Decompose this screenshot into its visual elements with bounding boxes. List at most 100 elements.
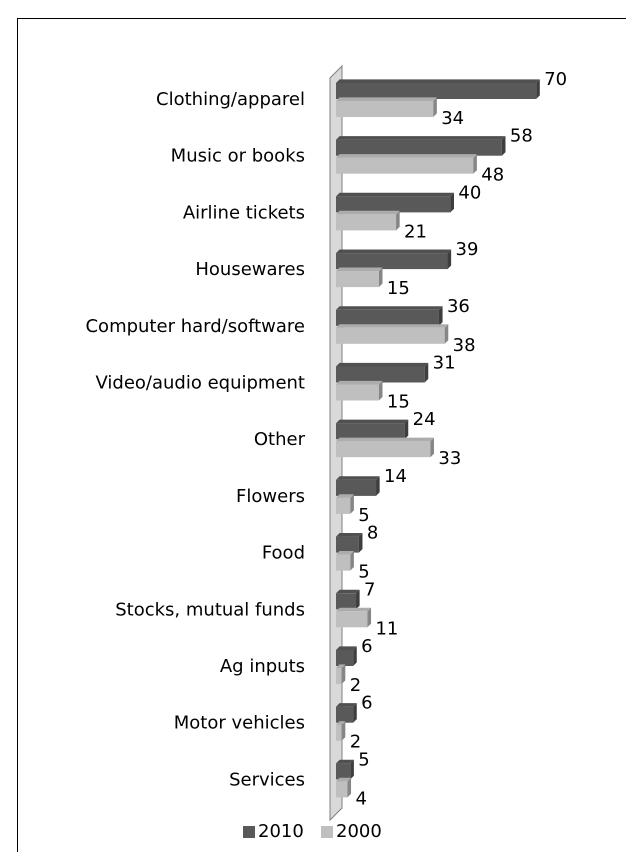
data-label: 2	[350, 675, 361, 696]
category-label: Music or books	[171, 146, 305, 167]
bar	[336, 724, 342, 741]
data-label: 38	[453, 335, 476, 356]
bar-side	[376, 476, 380, 496]
category-label: Services	[229, 769, 305, 790]
bar	[336, 101, 434, 117]
bar	[336, 479, 377, 496]
bar	[336, 441, 431, 458]
data-label: 33	[438, 448, 461, 469]
category-label: Clothing/apparel	[156, 89, 305, 110]
bar-side	[367, 607, 372, 628]
bar-top	[336, 306, 443, 310]
bar	[336, 593, 357, 610]
bar-side	[430, 437, 434, 458]
bar	[336, 668, 342, 684]
bar-side	[353, 646, 357, 666]
bar-side	[396, 210, 400, 231]
bar-side	[350, 759, 354, 780]
bar	[336, 611, 368, 628]
legend-label: 2000	[336, 821, 382, 842]
bar-top	[336, 380, 383, 385]
bar-side	[358, 533, 363, 553]
bar-top	[336, 192, 454, 197]
bar-side	[350, 551, 354, 571]
data-label: 4	[355, 788, 366, 809]
bar-top	[336, 589, 360, 594]
data-label: 5	[358, 749, 369, 770]
category-label: Housewares	[195, 259, 305, 280]
category-label: Computer hard/software	[85, 316, 305, 337]
bar-side	[356, 589, 360, 610]
bar	[336, 536, 359, 553]
category-label: Video/audio equipment	[95, 373, 305, 394]
bar	[336, 706, 354, 723]
category-label: Food	[262, 543, 305, 564]
bar	[336, 366, 425, 383]
bar	[336, 384, 379, 401]
data-label: 14	[384, 466, 407, 487]
bar-top	[336, 777, 352, 782]
bar-top	[336, 759, 354, 764]
category-label: Stocks, mutual funds	[115, 599, 305, 620]
bar	[336, 327, 445, 344]
bar-top	[336, 476, 380, 480]
data-label: 48	[481, 165, 504, 186]
bar	[336, 497, 351, 514]
bar-side	[424, 362, 429, 383]
category-label: Other	[254, 429, 306, 450]
bar-side	[473, 154, 477, 174]
bar	[336, 196, 451, 213]
bar	[336, 157, 474, 174]
bar-top	[336, 437, 434, 442]
data-label: 36	[447, 296, 470, 317]
bar-top	[336, 551, 354, 555]
bar-top	[336, 249, 452, 254]
bar-side	[341, 664, 346, 684]
bar-side	[378, 380, 383, 401]
data-label: 5	[358, 505, 369, 526]
bar	[336, 781, 348, 798]
data-label: 21	[404, 221, 427, 242]
bar-side	[350, 494, 354, 514]
bar-top	[336, 79, 540, 83]
data-label: 15	[387, 392, 410, 413]
bar-top	[336, 607, 372, 612]
category-label: Motor vehicles	[174, 713, 305, 734]
data-label: 24	[413, 409, 436, 430]
legend-label: 2010	[258, 821, 304, 842]
bar-top	[336, 210, 400, 215]
bar	[336, 554, 351, 571]
bar-side	[378, 267, 383, 288]
bar-top	[336, 267, 383, 272]
bar-side	[433, 97, 437, 117]
bar-side	[341, 721, 346, 741]
bar-side	[438, 306, 443, 326]
category-label: Airline tickets	[183, 202, 305, 223]
data-label: 11	[375, 618, 398, 639]
bar-top	[336, 703, 357, 707]
legend-swatch	[243, 826, 255, 838]
bar	[336, 253, 448, 270]
bar	[336, 763, 351, 780]
chart-frame	[17, 18, 626, 852]
bar-top	[336, 646, 357, 650]
bar	[336, 423, 405, 440]
data-label: 58	[510, 126, 533, 147]
bar-side	[347, 777, 352, 798]
data-label: 31	[433, 353, 456, 374]
data-label: 34	[441, 108, 464, 129]
bar-top	[336, 533, 363, 537]
bar	[336, 309, 439, 326]
bar-side	[353, 703, 357, 723]
bar-top	[336, 419, 409, 424]
data-label: 5	[358, 562, 369, 583]
data-label: 40	[458, 182, 481, 203]
bar-side	[450, 192, 454, 213]
bar	[336, 139, 502, 156]
data-label: 39	[456, 239, 479, 260]
bar-top	[336, 324, 449, 328]
bar-top	[336, 664, 346, 668]
bar-side	[447, 249, 452, 270]
bar	[336, 83, 537, 99]
